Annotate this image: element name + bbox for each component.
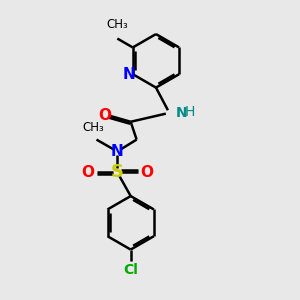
Text: O: O <box>82 165 95 180</box>
Text: Cl: Cl <box>123 263 138 277</box>
Text: O: O <box>98 108 111 123</box>
Text: N: N <box>111 144 124 159</box>
Text: H: H <box>185 105 195 119</box>
Text: N: N <box>175 106 187 120</box>
Text: CH₃: CH₃ <box>83 121 104 134</box>
Text: S: S <box>111 163 124 181</box>
Text: CH₃: CH₃ <box>106 18 128 31</box>
Text: N: N <box>123 67 136 82</box>
Text: O: O <box>140 165 153 180</box>
